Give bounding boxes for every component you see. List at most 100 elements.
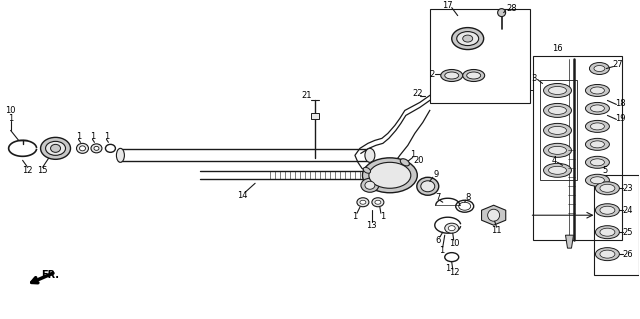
Ellipse shape [372, 198, 384, 207]
Text: 18: 18 [615, 99, 626, 108]
Ellipse shape [420, 181, 435, 192]
Text: 1: 1 [8, 114, 13, 123]
Ellipse shape [362, 158, 417, 193]
Ellipse shape [77, 143, 88, 153]
Ellipse shape [548, 86, 566, 94]
Ellipse shape [51, 145, 61, 152]
Ellipse shape [448, 226, 455, 231]
Text: 7: 7 [435, 193, 440, 202]
Ellipse shape [586, 102, 609, 115]
Text: 2: 2 [429, 70, 435, 79]
Text: 25: 25 [622, 228, 632, 237]
Ellipse shape [445, 72, 459, 79]
Text: 12: 12 [449, 268, 460, 277]
Ellipse shape [586, 120, 609, 132]
Ellipse shape [548, 107, 566, 115]
Ellipse shape [364, 167, 371, 173]
Text: 1: 1 [76, 132, 81, 141]
Ellipse shape [445, 223, 459, 233]
Text: 10: 10 [5, 106, 16, 115]
Ellipse shape [361, 178, 379, 192]
Ellipse shape [600, 250, 615, 258]
Text: 16: 16 [552, 44, 563, 53]
Ellipse shape [591, 87, 604, 94]
Text: 21: 21 [302, 91, 312, 100]
Ellipse shape [591, 141, 604, 148]
Ellipse shape [595, 248, 620, 261]
Text: 9: 9 [433, 170, 438, 179]
Ellipse shape [586, 174, 609, 186]
Ellipse shape [600, 228, 615, 236]
Bar [532, 56, 622, 240]
Ellipse shape [595, 204, 620, 217]
Text: 1: 1 [439, 246, 444, 255]
Bar [430, 9, 529, 103]
Ellipse shape [91, 144, 102, 153]
Text: 1: 1 [104, 132, 109, 141]
Ellipse shape [600, 184, 615, 192]
Ellipse shape [586, 138, 609, 150]
Ellipse shape [375, 200, 381, 204]
Text: 1: 1 [352, 212, 358, 221]
Text: 26: 26 [622, 250, 633, 259]
Ellipse shape [365, 148, 375, 162]
Ellipse shape [548, 126, 566, 134]
Ellipse shape [94, 146, 99, 150]
Text: 17: 17 [442, 1, 453, 10]
Text: 19: 19 [615, 114, 626, 123]
Ellipse shape [591, 123, 604, 130]
Circle shape [498, 9, 506, 17]
Text: 10: 10 [449, 239, 460, 248]
Text: 1: 1 [445, 263, 451, 273]
Ellipse shape [45, 141, 65, 155]
Text: 1: 1 [380, 212, 385, 221]
Ellipse shape [591, 159, 604, 166]
Text: 8: 8 [465, 193, 470, 202]
Text: 1: 1 [90, 132, 95, 141]
Ellipse shape [417, 177, 439, 195]
Ellipse shape [600, 206, 615, 214]
Polygon shape [566, 235, 573, 248]
Text: 11: 11 [492, 226, 502, 235]
Ellipse shape [400, 159, 410, 166]
Text: 12: 12 [22, 166, 33, 175]
Ellipse shape [543, 103, 572, 117]
Ellipse shape [467, 72, 481, 79]
Text: 6: 6 [435, 236, 440, 245]
Ellipse shape [40, 137, 70, 159]
Ellipse shape [369, 162, 411, 188]
Ellipse shape [595, 226, 620, 239]
Polygon shape [481, 205, 506, 225]
Text: 1: 1 [410, 150, 415, 159]
Text: 28: 28 [506, 4, 517, 13]
Ellipse shape [365, 181, 375, 189]
Text: 23: 23 [622, 184, 633, 193]
Ellipse shape [463, 35, 473, 42]
Ellipse shape [591, 105, 604, 112]
Ellipse shape [543, 143, 572, 157]
Text: 24: 24 [622, 206, 632, 215]
Text: 5: 5 [603, 166, 608, 175]
Text: 27: 27 [612, 60, 623, 69]
Ellipse shape [591, 177, 604, 184]
Ellipse shape [457, 32, 479, 46]
Ellipse shape [452, 28, 484, 49]
Ellipse shape [595, 182, 620, 195]
Ellipse shape [589, 63, 609, 75]
Text: 4: 4 [552, 156, 557, 165]
Text: 14: 14 [237, 191, 248, 200]
Ellipse shape [586, 85, 609, 96]
Text: 3: 3 [531, 74, 536, 83]
Text: 13: 13 [367, 221, 377, 230]
Ellipse shape [548, 166, 566, 174]
Ellipse shape [463, 70, 484, 81]
Ellipse shape [586, 156, 609, 168]
Text: 22: 22 [413, 89, 423, 98]
Text: 15: 15 [37, 166, 48, 175]
Ellipse shape [79, 146, 86, 151]
Bar [540, 80, 577, 180]
Ellipse shape [543, 163, 572, 177]
Ellipse shape [543, 123, 572, 137]
Bar [311, 114, 319, 119]
Text: FR.: FR. [42, 270, 60, 280]
